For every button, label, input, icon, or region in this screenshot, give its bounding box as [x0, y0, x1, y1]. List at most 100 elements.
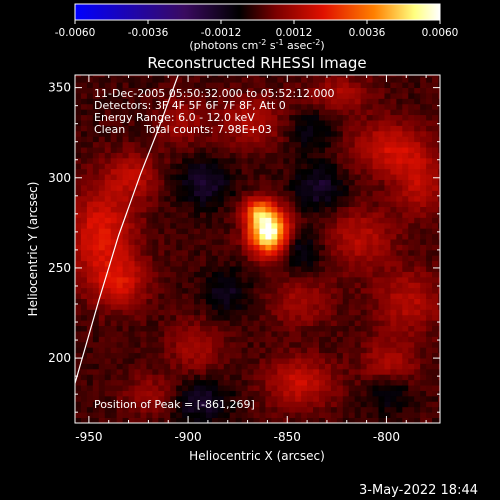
heatmap-cell — [235, 152, 243, 159]
heatmap-cell — [318, 298, 326, 305]
heatmap-cell — [390, 249, 397, 256]
heatmap-cell — [98, 201, 106, 208]
heatmap-cell — [372, 217, 379, 224]
heatmap-cell — [80, 303, 88, 310]
heatmap-cell — [318, 212, 326, 218]
heatmap-cell — [247, 287, 254, 294]
heatmap-cell — [80, 130, 88, 137]
heatmap-cell — [432, 120, 439, 126]
heatmap-cell — [384, 136, 391, 143]
heatmap-cell — [265, 244, 272, 251]
heatmap-cell — [241, 255, 248, 262]
heatmap-cell — [271, 87, 278, 94]
heatmap-cell — [366, 347, 373, 354]
heatmap-cell — [253, 287, 260, 294]
heatmap-cell — [253, 266, 260, 272]
heatmap-cell — [366, 341, 373, 348]
heatmap-cell — [277, 255, 284, 262]
heatmap-cell — [420, 244, 427, 251]
heatmap-cell — [271, 298, 278, 305]
heatmap-cell — [170, 298, 177, 305]
heatmap-cell — [80, 136, 88, 143]
heatmap-cell — [420, 136, 427, 143]
heatmap-cell — [271, 163, 278, 170]
heatmap-cell — [318, 417, 326, 423]
heatmap-cell — [307, 341, 314, 348]
heatmap-cell — [318, 163, 326, 170]
heatmap-cell — [134, 298, 141, 305]
heatmap-cell — [432, 114, 439, 121]
heatmap-cell — [188, 222, 195, 229]
heatmap-cell — [265, 368, 272, 375]
heatmap-cell — [128, 385, 135, 391]
heatmap-cell — [438, 163, 440, 170]
heatmap-cell — [348, 368, 356, 375]
heatmap-cell — [98, 390, 106, 397]
heatmap-cell — [92, 75, 100, 78]
heatmap-cell — [265, 206, 272, 213]
heatmap-cell — [205, 260, 213, 267]
heatmap-cell — [336, 271, 344, 278]
heatmap-cell — [211, 244, 219, 251]
heatmap-cell — [402, 212, 409, 218]
heatmap-cell — [182, 190, 189, 197]
heatmap-cell — [140, 331, 147, 337]
heatmap-cell — [247, 244, 254, 251]
heatmap-cell — [140, 276, 147, 283]
heatmap-cell — [247, 282, 254, 289]
heatmap-cell — [414, 401, 421, 408]
heatmap-cell — [247, 374, 254, 381]
heatmap-cell — [241, 114, 248, 121]
heatmap-cell — [372, 244, 379, 251]
heatmap-cell — [414, 314, 421, 321]
heatmap-cell — [396, 336, 403, 343]
x-tick-label: -850 — [274, 430, 301, 444]
heatmap-cell — [170, 336, 177, 343]
heatmap-cell — [259, 314, 266, 321]
heatmap-cell — [104, 282, 112, 289]
heatmap-cell — [128, 282, 135, 289]
heatmap-cell — [342, 184, 350, 191]
heatmap-cell — [384, 75, 391, 78]
heatmap-cell — [426, 314, 433, 321]
heatmap-cell — [432, 374, 439, 381]
heatmap-cell — [313, 190, 320, 197]
heatmap-cell — [396, 174, 403, 180]
heatmap-cell — [426, 390, 433, 397]
heatmap-cell — [330, 217, 338, 224]
heatmap-cell — [241, 76, 248, 83]
heatmap-cell — [408, 93, 415, 99]
heatmap-cell — [283, 331, 290, 337]
heatmap-cell — [295, 406, 302, 413]
heatmap-cell — [223, 109, 231, 116]
heatmap-cell — [152, 347, 159, 354]
heatmap-cell — [336, 75, 344, 78]
heatmap-cell — [402, 341, 409, 348]
heatmap-cell — [170, 293, 177, 299]
heatmap-cell — [420, 120, 427, 126]
heatmap-cell — [259, 412, 266, 418]
heatmap-cell — [408, 336, 415, 343]
heatmap-cell — [241, 303, 248, 310]
heatmap-cell — [146, 87, 153, 94]
heatmap-cell — [205, 109, 213, 116]
heatmap-cell — [247, 201, 254, 208]
heatmap-cell — [414, 331, 421, 337]
heatmap-cell — [182, 379, 189, 386]
heatmap-cell — [307, 298, 314, 305]
heatmap-cell — [432, 401, 439, 408]
heatmap-cell — [223, 136, 231, 143]
heatmap-cell — [330, 152, 338, 159]
heatmap-cell — [152, 109, 159, 116]
heatmap-cell — [342, 379, 350, 386]
heatmap-cell — [414, 190, 421, 197]
heatmap-cell — [372, 303, 379, 310]
heatmap-cell — [194, 347, 201, 354]
heatmap-cell — [265, 163, 272, 170]
heatmap-cell — [259, 174, 266, 180]
heatmap-cell — [140, 147, 147, 153]
heatmap-cell — [378, 217, 385, 224]
heatmap-cell — [277, 336, 284, 343]
heatmap-cell — [342, 341, 350, 348]
heatmap-cell — [408, 195, 415, 202]
